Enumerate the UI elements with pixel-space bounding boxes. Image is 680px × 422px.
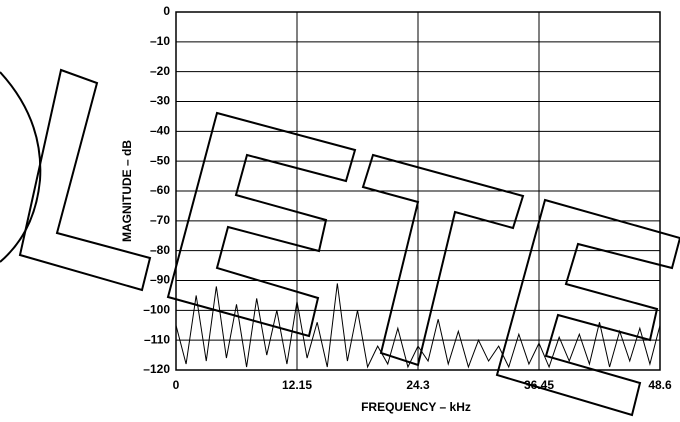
y-tick-label: –70 xyxy=(150,213,170,227)
y-tick-label: –110 xyxy=(144,332,170,346)
y-tick-label: –20 xyxy=(150,64,170,78)
y-tick-label: –40 xyxy=(150,124,170,138)
y-tick-label: –30 xyxy=(150,94,170,108)
x-tick-label: 24.3 xyxy=(406,378,430,392)
y-tick-label: –100 xyxy=(143,303,170,317)
watermark xyxy=(0,68,680,417)
watermark-letter xyxy=(361,153,525,367)
plot-frame xyxy=(175,11,661,371)
y-tick-label: –60 xyxy=(150,183,170,197)
y-tick-label: –10 xyxy=(150,34,170,48)
watermark-letter xyxy=(166,111,357,338)
y-tick-label: 0 xyxy=(163,4,170,18)
x-tick-label: 36.45 xyxy=(524,378,554,392)
y-tick-label: –80 xyxy=(150,243,170,257)
y-tick-label: –120 xyxy=(143,362,170,376)
watermark-letter xyxy=(18,68,152,292)
y-axis-label: MAGNITUDE – dB xyxy=(120,140,134,242)
y-tick-label: –50 xyxy=(150,153,170,167)
x-tick-label: 12.15 xyxy=(282,378,312,392)
y-tick-label: –90 xyxy=(150,273,170,287)
spectrum-line xyxy=(175,283,661,369)
x-tick-label: 0 xyxy=(173,378,180,392)
x-axis-label: FREQUENCY – kHz xyxy=(361,400,471,414)
x-tick-label: 48.6 xyxy=(648,378,672,392)
watermark-letter xyxy=(495,198,680,417)
watermark-letter xyxy=(0,71,42,263)
